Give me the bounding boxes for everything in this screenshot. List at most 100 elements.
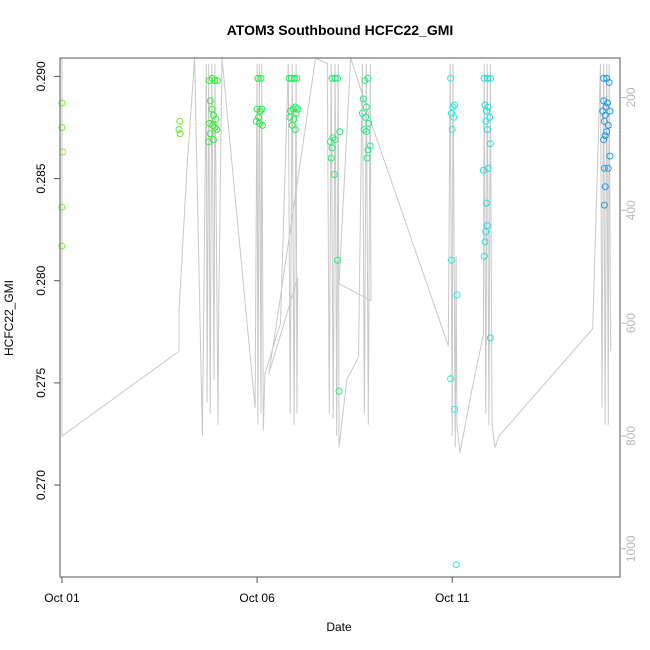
data-point [364,146,372,154]
y-tick-label: 0.290 [34,61,48,91]
data-point [486,334,494,342]
data-point [482,228,490,236]
data-point [359,95,367,103]
data-point [600,117,608,125]
x-tick-label: Oct 01 [44,591,80,605]
data-point [481,238,489,246]
data-point [606,107,614,115]
data-point [336,128,344,136]
data-point [209,136,217,144]
data-point [486,140,494,148]
data-point [257,74,265,82]
data-point [59,148,67,156]
data-point [453,291,461,299]
data-point [365,119,373,127]
data-point [364,74,372,82]
data-point [331,74,339,82]
data-point [259,121,266,129]
data-point [363,154,371,162]
data-point [603,128,611,136]
data-point [209,111,217,119]
y2-tick-label: 800 [624,426,638,446]
data-point [334,74,341,82]
data-point [206,97,214,105]
data-point [482,117,490,125]
y2-tick-label: 200 [624,87,638,107]
data-point [605,79,613,86]
data-point [483,74,491,82]
data-point [362,113,370,121]
data-point [292,109,300,117]
data-point [600,136,608,144]
data-point [327,154,335,162]
data-point [360,126,368,133]
data-point [448,126,456,133]
data-point [600,97,608,105]
data-point [176,130,184,138]
data-point [362,103,370,111]
data-point [604,99,611,107]
data-point [286,113,294,121]
data-point [330,171,338,178]
data-point [484,103,492,111]
data-point [601,132,609,140]
data-point [604,121,612,129]
x-axis-label: Date [326,620,352,634]
y-tick-label: 0.285 [34,163,48,193]
data-point [335,387,343,395]
x-tick-label: Oct 06 [239,591,275,605]
data-point [328,144,336,152]
points-layer [58,74,614,569]
data-point [254,74,262,82]
data-point [256,107,264,115]
data-point [451,405,458,413]
y-axis: 0.270 0.275 0.280 0.285 0.290 [34,61,60,500]
data-point [483,107,490,115]
data-point [213,77,221,84]
data-point [483,199,490,207]
data-point [483,126,491,133]
data-point [452,561,460,569]
pressure-line-layer [61,57,612,453]
data-point [176,117,184,125]
data-point [285,74,293,82]
plot-frame [59,57,621,578]
data-point [480,252,488,260]
data-point [449,103,457,111]
data-point [479,166,487,174]
y-tick-label: 0.270 [34,470,48,500]
data-point [258,105,266,113]
data-point [601,183,609,191]
data-point [175,126,183,133]
y-axis-label: HCFC22_GMI [2,280,16,356]
data-point [447,256,455,264]
data-point [211,124,219,131]
data-point [58,124,66,131]
data-point [604,164,612,172]
chart-title: ATOM3 Southbound HCFC22_GMI [227,22,454,38]
data-point [211,77,219,84]
data-point [213,126,221,133]
y2-tick-label: 1000 [624,535,638,562]
data-point [58,99,66,107]
data-point [206,130,214,138]
y2-tick-label: 400 [624,200,638,220]
data-point [447,375,455,383]
data-point [600,164,608,172]
data-point [291,126,299,133]
pressure-line [61,57,612,453]
data-point [291,74,298,82]
data-point [58,203,66,211]
data-point [451,101,458,109]
data-point [58,242,66,250]
x-tick-label: Oct 11 [435,591,470,605]
data-point [293,74,301,82]
data-point [447,74,455,82]
data-point [366,142,374,150]
data-point [212,115,220,123]
x-axis: Oct 01 Oct 06 Oct 11 [44,577,470,605]
y-tick-label: 0.280 [34,265,48,295]
y2-axis: 200 400 600 800 1000 [620,87,638,562]
data-point [209,121,217,129]
